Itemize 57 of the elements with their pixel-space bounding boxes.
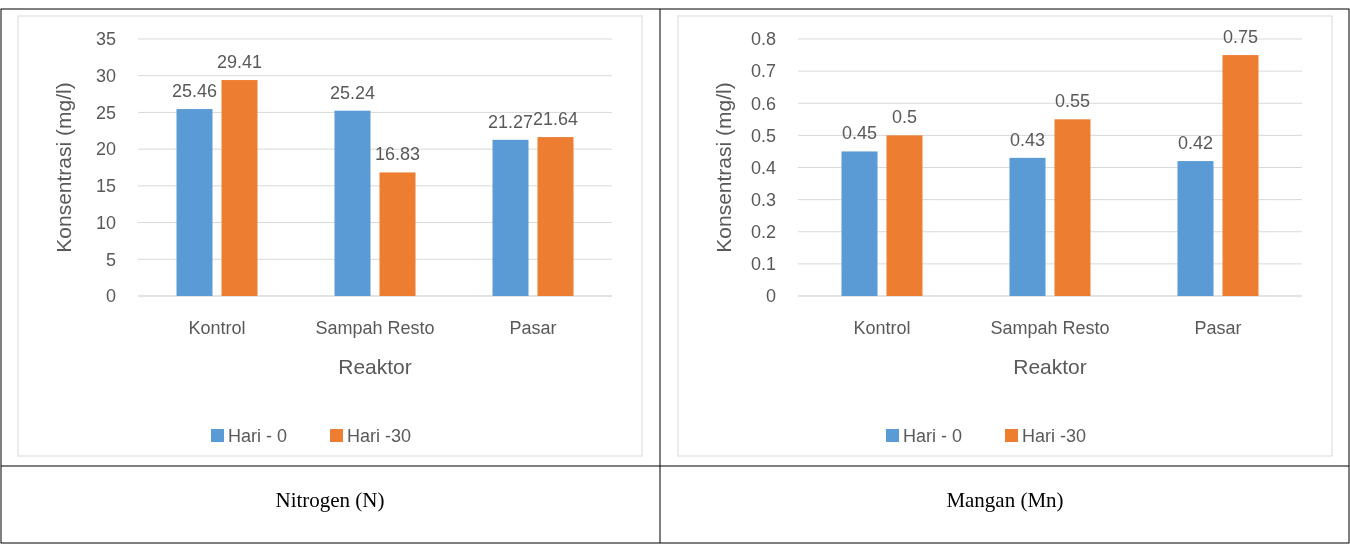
y-tick-label: 30 — [95, 66, 116, 87]
data-label: 25.46 — [171, 81, 218, 102]
y-tick-label: 0.4 — [750, 157, 776, 178]
x-axis-title: Reaktor — [338, 355, 412, 378]
bar — [537, 137, 574, 296]
y-tick-label: 35 — [95, 29, 116, 50]
bar — [841, 151, 878, 296]
text: Mangan (Mn) — [946, 488, 1064, 512]
text: Nitrogen (N) — [275, 488, 385, 512]
x-tick-label: Kontrol — [853, 318, 911, 338]
bar — [886, 135, 923, 296]
legend-label: Hari - 0 — [903, 426, 963, 447]
x-axis-title: Reaktor — [1013, 355, 1087, 378]
data-label: 29.41 — [216, 52, 263, 73]
data-label: 16.83 — [374, 144, 421, 165]
data-label: 0.45 — [841, 123, 878, 144]
legend-label: Hari -30 — [1022, 426, 1087, 447]
x-tick-label: Pasar — [1194, 318, 1242, 338]
data-label: 0.55 — [1054, 91, 1091, 112]
y-tick-label: 0.2 — [750, 222, 776, 243]
y-tick-label: 0.5 — [750, 125, 776, 146]
y-tick-label: 5 — [105, 249, 116, 270]
data-label: 0.75 — [1222, 27, 1259, 48]
y-tick-label: 10 — [95, 212, 116, 233]
bar — [1222, 55, 1259, 296]
bar — [1054, 119, 1091, 296]
data-label: 0.43 — [1009, 129, 1046, 150]
data-label: 0.42 — [1177, 133, 1214, 154]
y-tick-label: 0 — [105, 286, 116, 307]
data-label: 21.64 — [532, 109, 579, 130]
y-tick-label: 20 — [95, 139, 116, 160]
x-tick-label: Kontrol — [188, 318, 246, 338]
legend-label: Hari - 0 — [228, 426, 288, 447]
y-tick-label: 25 — [95, 102, 116, 123]
bar — [221, 80, 258, 296]
bar — [1177, 161, 1214, 296]
bar — [379, 172, 416, 296]
bar — [334, 110, 371, 296]
bar — [492, 139, 529, 296]
y-axis-title: Konsentrasi (mg/l) — [712, 82, 735, 253]
bar — [1009, 157, 1046, 296]
data-label: 21.27 — [487, 111, 534, 132]
x-tick-label: Sampah Resto — [315, 318, 435, 338]
legend-label: Hari -30 — [347, 426, 412, 447]
y-tick-label: 0.3 — [750, 189, 776, 210]
y-tick-label: 15 — [95, 176, 116, 197]
y-tick-label: 0.1 — [750, 254, 776, 275]
y-axis-title: Konsentrasi (mg/l) — [52, 82, 75, 253]
bar — [176, 109, 213, 296]
x-tick-label: Pasar — [509, 318, 557, 338]
y-tick-label: 0.6 — [750, 93, 776, 114]
y-tick-label: 0.8 — [750, 29, 776, 50]
x-tick-label: Sampah Resto — [990, 318, 1110, 338]
data-label: 0.5 — [891, 107, 918, 128]
y-tick-label: 0.7 — [750, 61, 776, 82]
y-tick-label: 0 — [765, 286, 776, 307]
data-label: 25.24 — [329, 82, 376, 103]
